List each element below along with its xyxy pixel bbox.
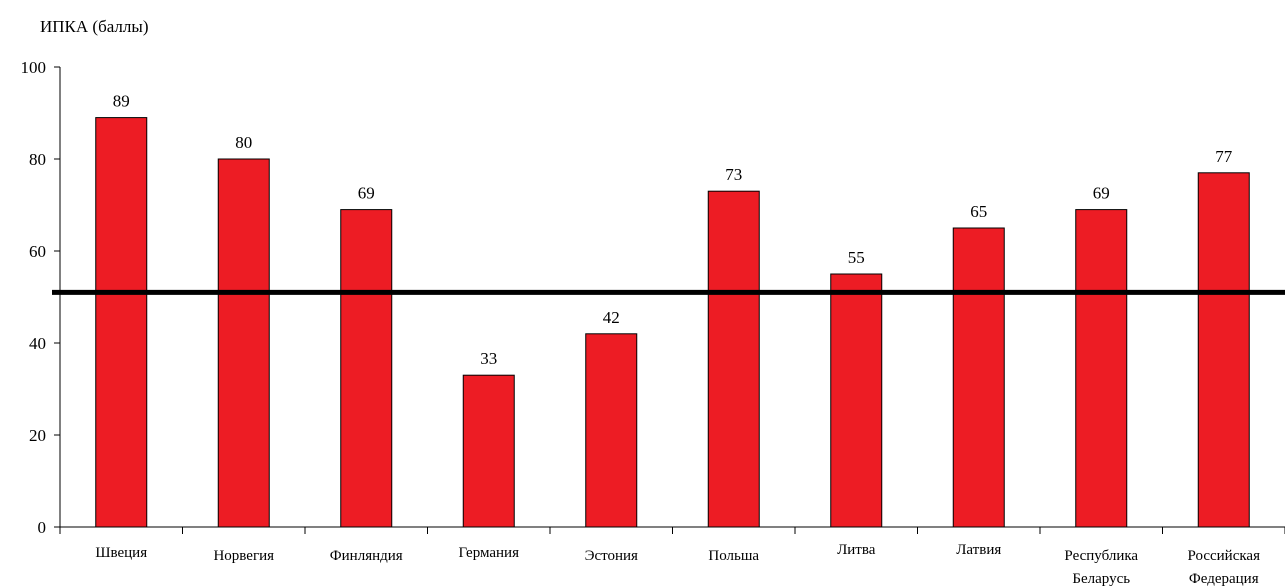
- bars: 89 80 69 33 42 73 55 65 69 77: [95, 92, 1250, 528]
- x-tick-label: Латвия: [956, 542, 1001, 558]
- x-tick-label: Германия: [459, 545, 520, 561]
- data-label: 80: [235, 133, 252, 152]
- bar: [952, 227, 1005, 528]
- bar: [585, 333, 638, 528]
- y-tick-label: 60: [29, 242, 46, 261]
- data-label: 77: [1215, 147, 1233, 166]
- bar: [1075, 209, 1128, 528]
- y-tick-label: 40: [29, 334, 46, 353]
- x-tick-label: Литва: [837, 542, 876, 558]
- x-tick-label: Финляндия: [330, 548, 403, 564]
- x-axis: Швеция Норвегия Финляндия Германия Эстония По…: [59, 526, 1285, 587]
- data-label: 65: [970, 202, 987, 221]
- bar: [217, 158, 270, 528]
- data-label: 42: [603, 308, 620, 327]
- x-tick-label: Швеция: [95, 545, 147, 561]
- y-tick-label: 20: [29, 426, 46, 445]
- y-tick-label: 100: [21, 58, 47, 77]
- y-tick-label: 80: [29, 150, 46, 169]
- data-label: 89: [113, 92, 130, 111]
- x-tick-label: Эстония: [585, 548, 638, 564]
- bar: [340, 209, 393, 528]
- x-tick-label: Норвегия: [213, 548, 274, 564]
- bar: [462, 374, 515, 528]
- y-axis: 0 20 40 60 80 100: [21, 58, 61, 537]
- data-label: 73: [725, 165, 742, 184]
- x-tick-label: Республика Беларусь: [1064, 548, 1138, 587]
- y-axis-title: ИПКА (баллы): [40, 17, 148, 36]
- data-label: 33: [480, 349, 497, 368]
- x-tick-label: Российская Федерация: [1188, 548, 1261, 587]
- y-tick-label: 0: [38, 518, 47, 537]
- data-label: 69: [358, 184, 375, 203]
- bar: [1197, 172, 1250, 528]
- data-label: 55: [848, 248, 865, 267]
- bar: [707, 190, 760, 528]
- data-label: 69: [1093, 184, 1110, 203]
- bar: [830, 273, 883, 528]
- x-tick-label: Польша: [708, 548, 759, 564]
- bar: [95, 117, 148, 528]
